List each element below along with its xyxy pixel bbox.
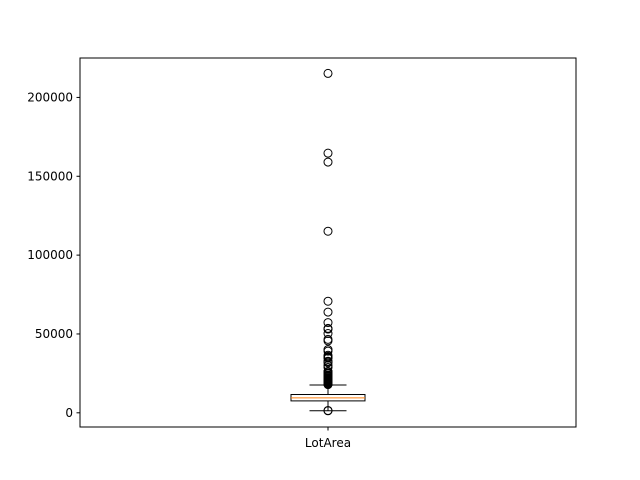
outlier-point — [323, 350, 333, 360]
y-axis: 0 50000 100000 150000 200000 — [27, 90, 80, 420]
x-tick-label: LotArea — [305, 436, 351, 450]
plot-area — [290, 68, 366, 416]
outlier-point — [323, 367, 333, 377]
y-tick-label: 200000 — [27, 90, 73, 104]
outlier-point — [323, 334, 333, 344]
outlier-point — [323, 318, 333, 328]
outlier-point — [323, 296, 333, 306]
x-axis: LotArea — [305, 427, 351, 450]
outlier-point — [323, 68, 333, 78]
outlier-point — [323, 226, 333, 236]
y-tick-label: 100000 — [27, 248, 73, 262]
y-tick-label: 0 — [65, 406, 73, 420]
outlier-point — [323, 356, 333, 366]
outlier-point — [323, 157, 333, 167]
outlier-point — [323, 148, 333, 158]
y-tick-label: 50000 — [35, 327, 73, 341]
axes-frame — [79, 57, 577, 428]
outlier-point — [323, 323, 333, 333]
outlier-point — [323, 307, 333, 317]
y-tick-label: 150000 — [27, 169, 73, 183]
outlier-point — [323, 329, 333, 339]
outlier-point — [323, 345, 333, 355]
outlier-point — [323, 405, 333, 415]
